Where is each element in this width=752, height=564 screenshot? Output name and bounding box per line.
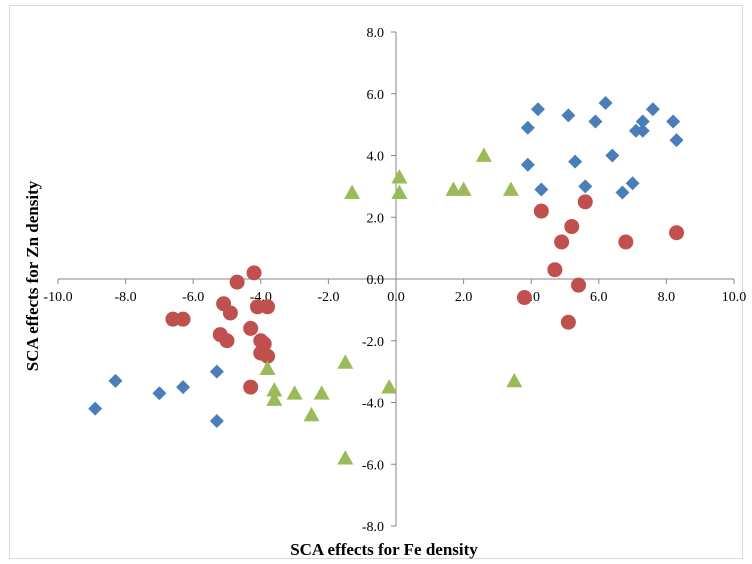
x-tick-label: 6.0 (590, 290, 608, 305)
diamond-point (152, 386, 167, 401)
diamond-point (209, 364, 224, 379)
circle-point (571, 277, 587, 293)
diamond-point (108, 373, 123, 388)
data-points (88, 96, 685, 465)
triangle-point (391, 169, 408, 184)
circle-point (560, 314, 576, 330)
diamond-point (588, 114, 603, 129)
triangle-point (391, 184, 408, 199)
circle-point (222, 305, 238, 321)
circle-point (618, 234, 634, 250)
diamond-point (530, 102, 545, 117)
triangle-point (381, 379, 398, 394)
circle-point (516, 290, 532, 306)
circle-point (533, 203, 549, 219)
triangle-point (303, 406, 320, 422)
x-tick-label: 8.0 (658, 290, 676, 305)
triangle-point (337, 450, 354, 465)
circle-point (246, 265, 262, 281)
x-tick-label: 10.0 (722, 290, 747, 305)
y-tick-label: 6.0 (367, 88, 385, 103)
y-tick-label: -4.0 (362, 397, 384, 412)
y-axis-title: SCA effects for Zn density (23, 180, 42, 371)
x-tick-label: 0.0 (387, 290, 405, 305)
diamond-point (669, 133, 684, 148)
triangle-point (337, 354, 354, 369)
triangle-point (445, 181, 462, 196)
x-axis-title: SCA effects for Fe density (290, 540, 478, 559)
circle-point (577, 194, 593, 210)
circle-point (260, 348, 276, 364)
diamond-point (568, 154, 583, 169)
diamond-point (645, 102, 660, 117)
diamond-point (598, 96, 613, 111)
diamond-point (578, 179, 593, 194)
circle-point (175, 311, 191, 327)
triangle-point (455, 181, 472, 196)
diamond-point (666, 114, 681, 129)
circle-point (229, 274, 245, 290)
diamond-point (209, 414, 224, 429)
circle-point (243, 320, 259, 336)
circle-point (219, 333, 235, 349)
axes (57, 31, 735, 527)
y-tick-label: 8.0 (367, 26, 385, 41)
y-tick-label: 0.0 (367, 273, 385, 288)
diamond-point (534, 182, 549, 197)
x-tick-label: -10.0 (43, 290, 72, 305)
triangle-point (266, 391, 283, 406)
circle-point (669, 225, 685, 241)
triangle-point (313, 385, 330, 400)
diamond-point (520, 157, 535, 172)
y-tick-label: -6.0 (362, 458, 384, 473)
triangle-point (502, 181, 519, 196)
circle-point (547, 262, 563, 278)
x-tick-label: -2.0 (317, 290, 339, 305)
diamond-point (88, 401, 103, 416)
diamond-point (625, 176, 640, 191)
y-tick-label: 4.0 (367, 150, 385, 165)
diamond-point (605, 148, 620, 163)
y-tick-label: -2.0 (362, 335, 384, 350)
circle-point (564, 219, 580, 235)
circle-point (260, 299, 276, 315)
y-tick-label: 2.0 (367, 211, 385, 226)
circle-point (243, 379, 259, 395)
triangle-point (286, 385, 303, 400)
diamond-point (635, 114, 650, 129)
diamond-point (520, 120, 535, 135)
y-tick-label: -8.0 (362, 520, 384, 535)
triangle-point (266, 382, 283, 397)
x-tick-label: -8.0 (115, 290, 137, 305)
circle-point (554, 234, 570, 250)
x-tick-label: -6.0 (182, 290, 204, 305)
triangle-point (475, 147, 492, 162)
tick-labels: -10.0 -8.0 -6.0 -4.0 -2.0 0.0 2.0 4.0 6.0 8.0 10.0… (43, 26, 746, 535)
diamond-point (561, 108, 576, 123)
diamond-point (615, 185, 630, 200)
triangle-point (506, 372, 523, 388)
triangle-point (344, 184, 361, 199)
diamond-point (176, 380, 191, 395)
triangle-point (259, 360, 276, 375)
chart-area (9, 5, 743, 559)
x-tick-label: 2.0 (455, 290, 473, 305)
diamond-point (635, 123, 650, 138)
